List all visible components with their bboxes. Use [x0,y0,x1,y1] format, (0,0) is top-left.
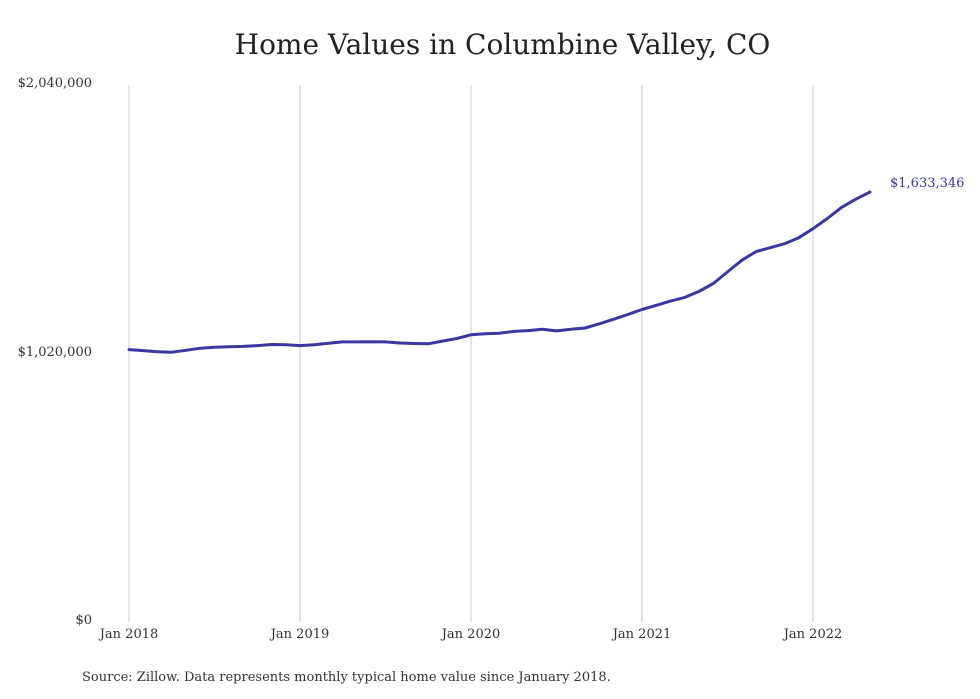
grid-lines [128,85,814,622]
y-tick-label: $1,020,000 [17,344,92,360]
series-layer [127,190,872,354]
chart-title: Home Values in Columbine Valley, CO [234,28,771,61]
x-tick-label: Jan 2019 [270,627,330,642]
y-tick-label: $2,040,000 [17,76,92,91]
x-tick-label: Jan 2018 [99,627,159,642]
x-tick-label: Jan 2021 [612,627,672,642]
source-note: Source: Zillow. Data represents monthly … [82,670,611,685]
y-tick-label: $0 [75,613,92,628]
x-tick-label: Jan 2022 [783,627,843,642]
end-value-label: $1,633,346 [890,176,965,191]
x-tick-label: Jan 2020 [441,627,501,642]
home-value-line [127,190,872,354]
